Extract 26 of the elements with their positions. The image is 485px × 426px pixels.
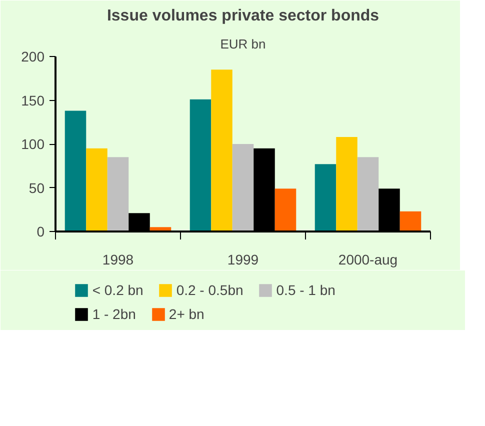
chart-subtitle: EUR bn	[220, 36, 266, 52]
y-tick-label: 100	[21, 136, 45, 152]
legend-label: < 0.2 bn	[92, 282, 144, 298]
x-tick-label: 1998	[102, 252, 134, 268]
bar	[232, 144, 254, 232]
legend-label: 1 - 2bn	[92, 306, 136, 322]
bar	[274, 188, 296, 232]
bar	[357, 157, 379, 232]
bar	[64, 110, 86, 232]
legend-label: 0.2 - 0.5bn	[176, 282, 244, 298]
bar	[336, 137, 358, 232]
x-tick-label: 2000-aug	[338, 252, 398, 268]
y-tick-label: 50	[28, 180, 45, 196]
legend-label: 2+ bn	[168, 306, 204, 322]
bar	[86, 148, 108, 232]
bar	[211, 70, 232, 232]
bar	[314, 164, 336, 232]
chart-title: Issue volumes private sector bonds	[106, 8, 380, 24]
bar	[190, 99, 212, 232]
x-tick-label: 1999	[227, 252, 259, 268]
y-tick-label: 200	[21, 48, 45, 64]
bar	[400, 211, 422, 232]
bar	[107, 157, 129, 232]
y-tick-label: 150	[21, 92, 45, 108]
legend-label: 0.5 - 1 bn	[276, 282, 336, 298]
y-tick-label: 0	[36, 224, 45, 240]
